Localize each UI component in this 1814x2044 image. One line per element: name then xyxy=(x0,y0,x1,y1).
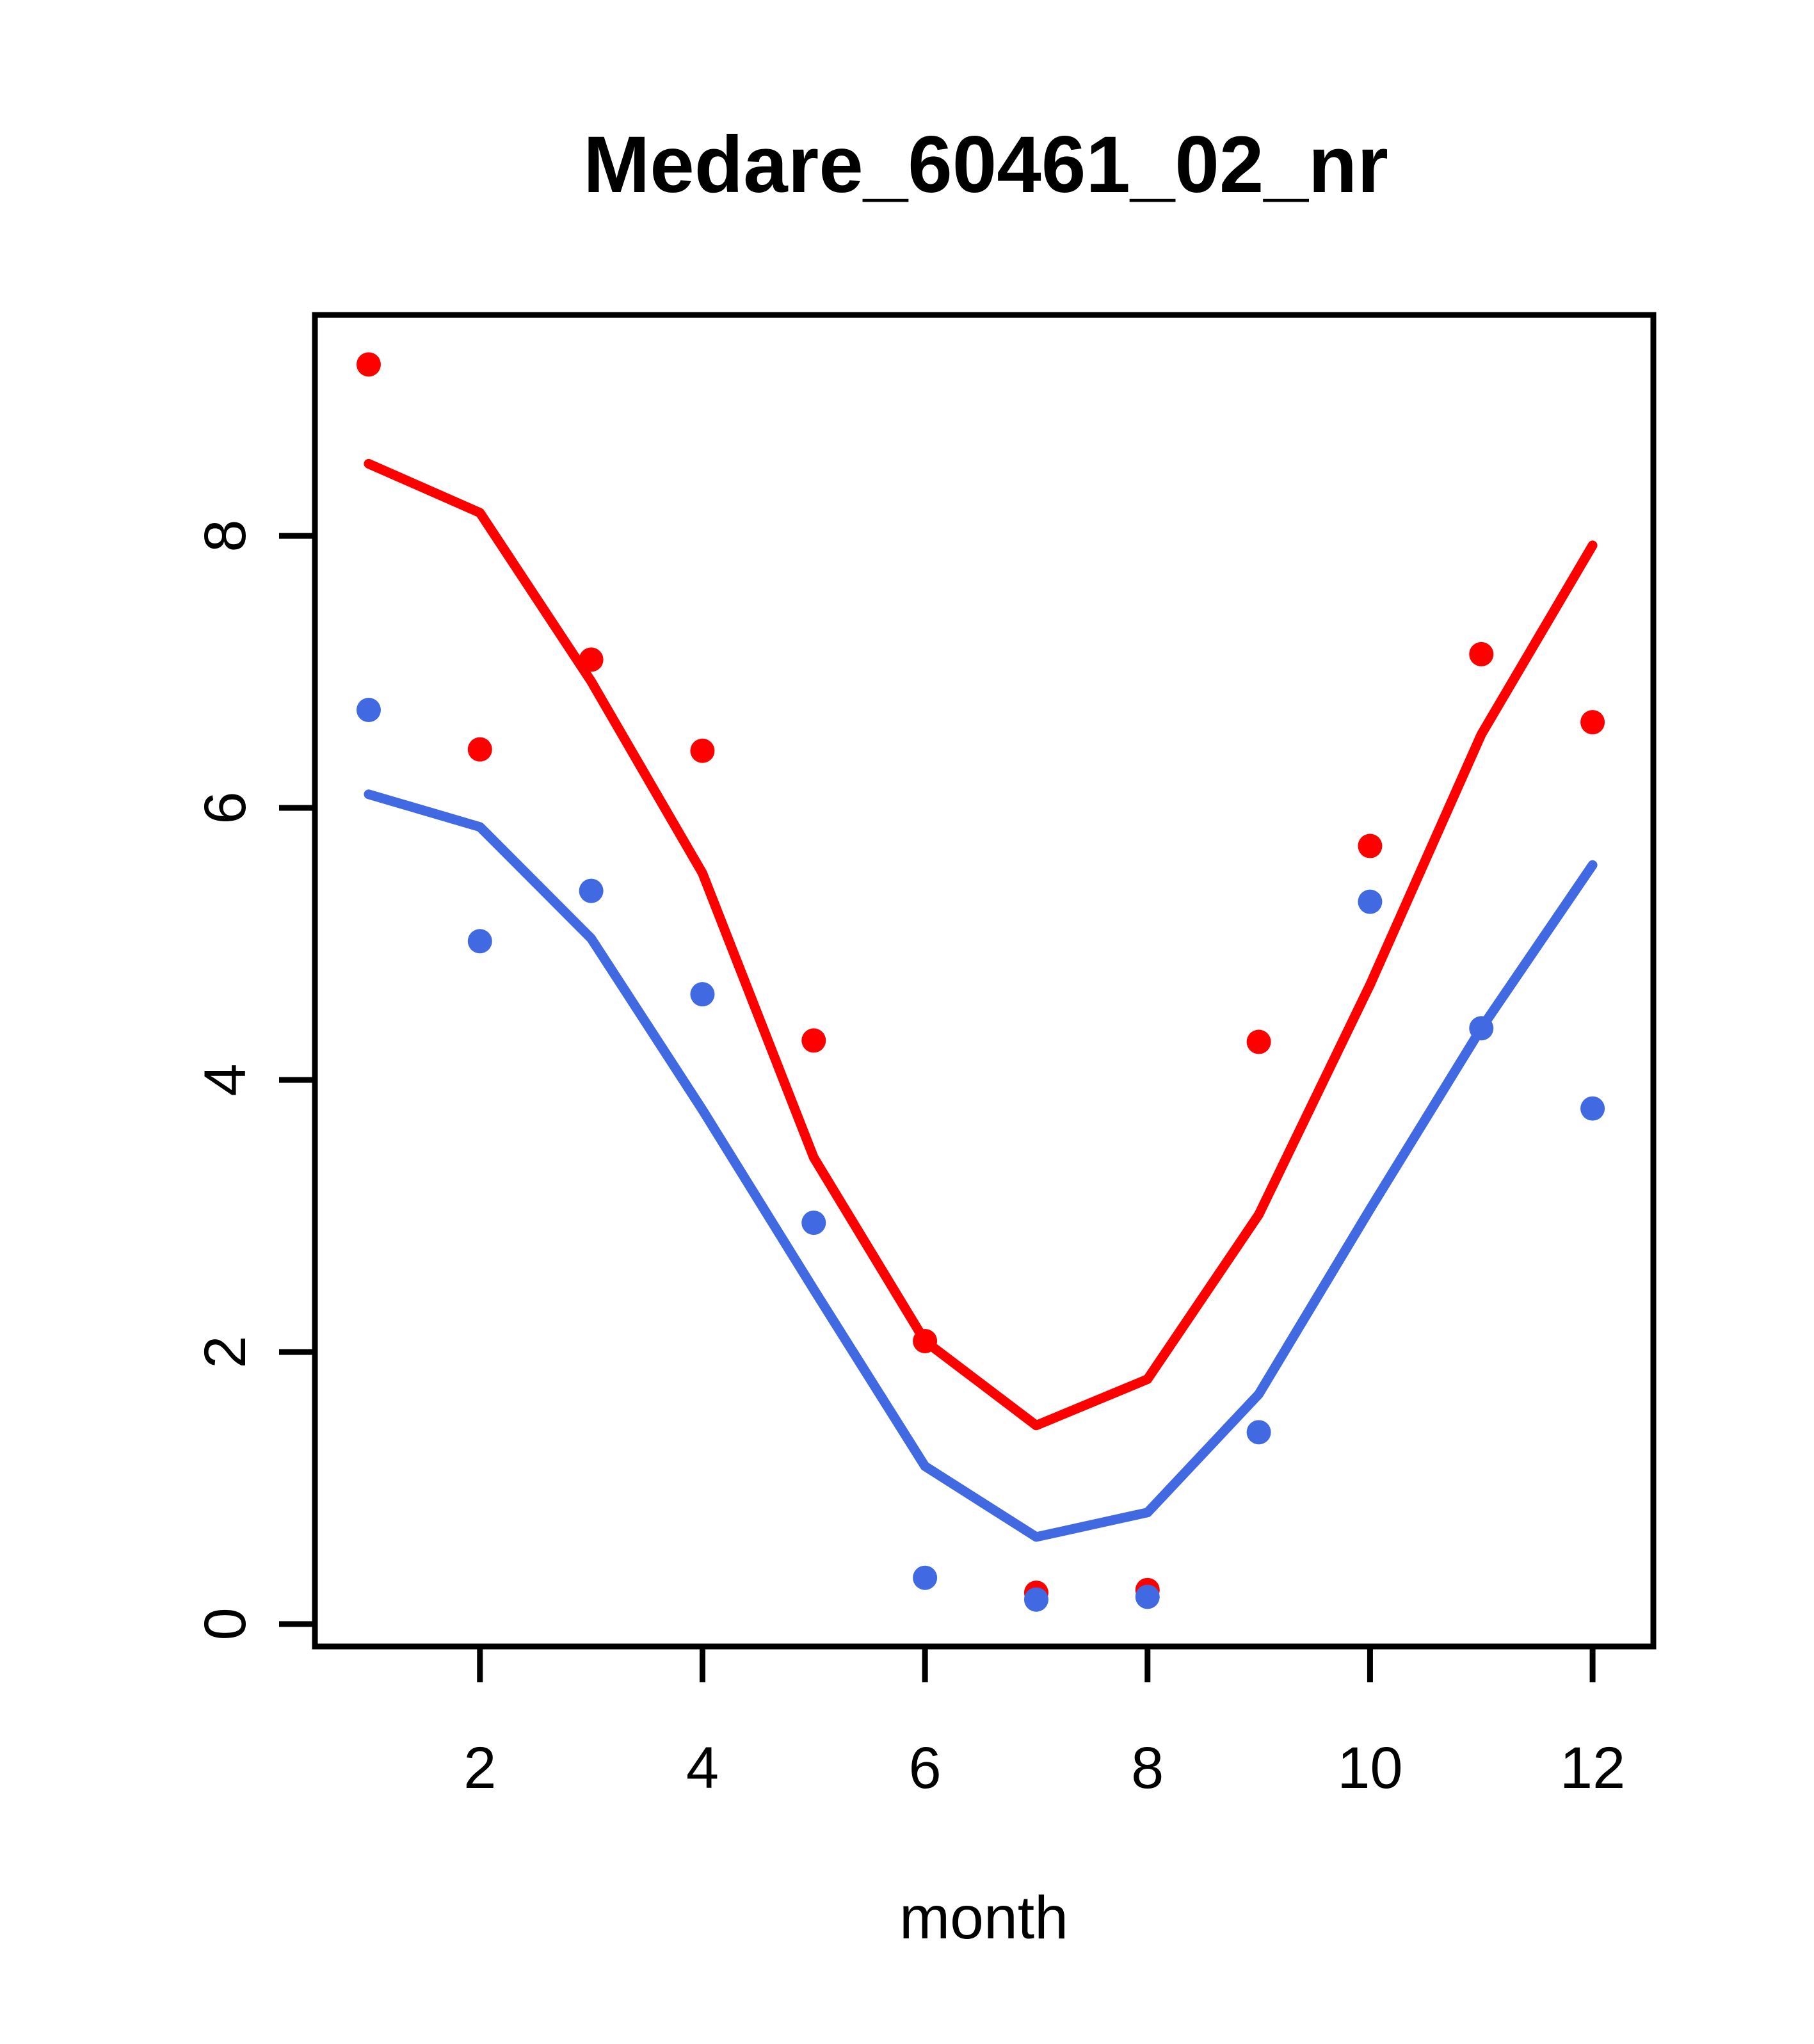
red-observed-point-m1 xyxy=(356,352,381,377)
chart-title: Medare_60461_02_nr xyxy=(583,120,1388,209)
x-axis-label: month xyxy=(899,1884,1068,1952)
y-tick-label: 4 xyxy=(193,1063,258,1096)
red-observed-point-m6 xyxy=(913,1328,938,1353)
x-tick-label: 12 xyxy=(1560,1735,1625,1801)
red-observed-point-m2 xyxy=(467,737,492,762)
blue-observed-point-m12 xyxy=(1580,1096,1605,1121)
series-points xyxy=(356,352,1605,1612)
blue-observed-point-m1 xyxy=(356,698,381,723)
red-observed-point-m5 xyxy=(801,1028,826,1053)
x-tick-label: 10 xyxy=(1337,1735,1402,1801)
blue-observed-point-m8 xyxy=(1135,1584,1160,1609)
red-observed-point-m11 xyxy=(1469,641,1494,666)
red-observed-point-m12 xyxy=(1580,710,1605,735)
blue-fitted-line xyxy=(364,789,1598,1542)
red-observed-point-m10 xyxy=(1358,833,1383,858)
blue-observed-point-m9 xyxy=(1246,1420,1271,1445)
blue-observed-point-m10 xyxy=(1358,889,1383,914)
blue-observed-point-m5 xyxy=(801,1211,826,1235)
blue-observed-point-m6 xyxy=(913,1565,938,1590)
y-tick-label: 6 xyxy=(193,791,258,824)
x-tick-label: 6 xyxy=(909,1735,942,1801)
blue-observed-point-m7 xyxy=(1023,1587,1048,1612)
red-observed-point-m9 xyxy=(1246,1029,1271,1054)
axis-ticks: 2 4 6 8 10 12 0 2 4 6 8 xyxy=(193,519,1625,1801)
y-tick-label: 0 xyxy=(193,1607,258,1640)
blue-observed-point-m11 xyxy=(1469,1016,1494,1041)
x-tick-label: 8 xyxy=(1131,1735,1164,1801)
y-tick-label: 8 xyxy=(193,519,258,552)
y-tick-label: 2 xyxy=(193,1335,258,1368)
series-lines xyxy=(364,458,1598,1542)
blue-observed-point-m4 xyxy=(690,982,715,1007)
red-fitted-line xyxy=(364,458,1598,1431)
x-tick-label: 2 xyxy=(463,1735,496,1801)
red-observed-point-m4 xyxy=(690,738,715,763)
blue-observed-point-m3 xyxy=(579,878,604,903)
red-observed-point-m3 xyxy=(579,647,604,672)
plot-box xyxy=(312,312,1657,1650)
blue-observed-point-m2 xyxy=(467,929,492,954)
x-tick-label: 4 xyxy=(686,1735,719,1801)
